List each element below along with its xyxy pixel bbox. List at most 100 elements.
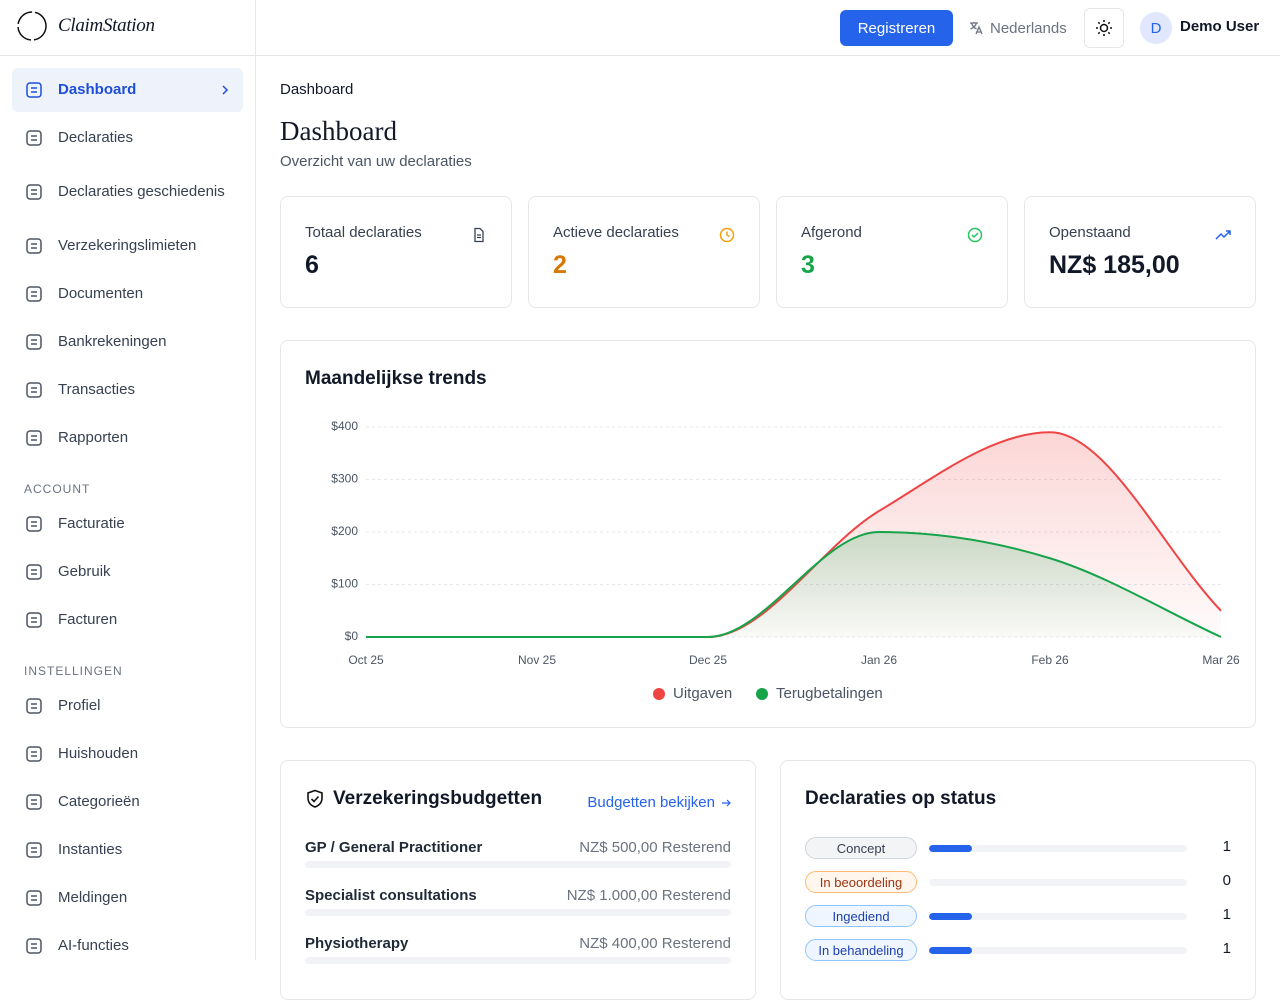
view-budgets-link[interactable]: Budgetten bekijken [587, 794, 731, 811]
nav-label: Transacties [58, 381, 135, 398]
budget-track [305, 957, 731, 964]
nav-item[interactable]: Documenten [12, 272, 243, 316]
nav-item[interactable]: Profiel [12, 684, 243, 728]
icon-shape [26, 698, 42, 714]
nav-icon [26, 890, 42, 906]
status-badge: Ingediend [805, 905, 917, 927]
nav-label: Verzekeringslimieten [58, 237, 197, 254]
nav-label: Rapporten [58, 429, 129, 446]
nav-item[interactable]: Categorieën [12, 780, 243, 824]
y-tick-label: $100 [331, 577, 358, 591]
icon-shape [31, 799, 37, 805]
nav-icon [26, 938, 42, 954]
user-name[interactable]: Demo User [1180, 18, 1260, 35]
document-icon [474, 227, 484, 243]
icon-shape [26, 842, 42, 858]
nav-icon [26, 564, 42, 580]
status-count: 1 [1222, 906, 1231, 923]
nav-item[interactable]: Dashboard [12, 68, 243, 112]
nav-item[interactable]: Meldingen [12, 876, 243, 920]
nav-section-title: ACCOUNT [24, 482, 91, 496]
status-track [929, 845, 1187, 852]
nav-label: Declaraties [58, 129, 134, 146]
nav-label: Profiel [58, 697, 101, 714]
nav-icon [26, 516, 42, 532]
legend-marker[interactable] [653, 688, 665, 700]
chevron-icon [222, 85, 229, 95]
x-tick-label: Oct 25 [348, 653, 384, 667]
budget-amount: NZ$ 500,00 Resterend [579, 839, 731, 856]
nav-item[interactable]: Rapporten [12, 416, 243, 460]
shield-icon [307, 789, 323, 808]
nav-icon [26, 286, 42, 302]
chart-card: Maandelijkse trends $0 $100 $200 $300 $400 Oc… [280, 340, 1256, 728]
legend-label[interactable]: Terugbetalingen [776, 685, 883, 702]
language-switch[interactable]: Nederlands [968, 10, 1067, 46]
status-track [929, 879, 1187, 886]
check-icon [967, 227, 983, 243]
x-tick-label: Nov 25 [518, 653, 556, 667]
line [366, 530, 1222, 638]
nav-item[interactable]: AI-functies [12, 924, 243, 968]
x-tick-label: Dec 25 [689, 653, 727, 667]
nav-item[interactable]: Bankrekeningen [12, 320, 243, 364]
icon-shape [31, 617, 37, 623]
register-button[interactable]: Registreren [840, 10, 953, 46]
stat-value: NZ$ 185,00 [1049, 251, 1180, 279]
icon-shape [26, 612, 42, 628]
nav-section-title: INSTELLINGEN [24, 664, 123, 678]
status-card: Declaraties op status Concept 1 In beoorde… [780, 760, 1256, 1000]
status-row: In behandeling 1 [805, 939, 1231, 961]
stat-value: 2 [553, 251, 567, 279]
theme-toggle[interactable] [1084, 8, 1124, 48]
icon-shape [26, 516, 42, 532]
link-text: Budgetten bekijken [587, 794, 715, 811]
nav-label: Documenten [58, 285, 144, 302]
x-tick-label: Feb 26 [1031, 653, 1069, 667]
nav-label: Facturatie [58, 515, 125, 532]
chart: Maandelijkse trends $0 $100 $200 $300 $400 Oc… [305, 368, 1240, 702]
nav-icon [26, 612, 42, 628]
stat-card: Afgerond 3 [776, 196, 1008, 308]
budget-track [305, 909, 731, 916]
translate-icon [970, 22, 983, 35]
icon-shape [31, 703, 37, 709]
stat-value: 6 [305, 251, 319, 279]
nav-item[interactable]: Facturatie [12, 502, 243, 546]
stat-label: Actieve declaraties [553, 224, 679, 241]
trend-icon [1215, 230, 1231, 240]
nav-item[interactable]: Gebruik [12, 550, 243, 594]
icon-shape [26, 82, 42, 98]
legend-label[interactable]: Uitgaven [673, 685, 732, 702]
icon-shape [31, 87, 37, 93]
legend-marker[interactable] [756, 688, 768, 700]
nav-item[interactable]: Instanties [12, 828, 243, 872]
nav-item[interactable]: Huishouden [12, 732, 243, 776]
y-tick-label: $0 [345, 629, 359, 643]
nav-item[interactable]: Verzekeringslimieten [12, 224, 243, 268]
budget-card: Verzekeringsbudgetten Budgetten bekijken… [280, 760, 756, 1000]
icon-shape [31, 243, 37, 249]
breadcrumb[interactable]: Dashboard [280, 81, 354, 98]
sun-icon [1096, 20, 1112, 36]
budget-row[interactable]: Specialist consultations NZ$ 1.000,00 Re… [305, 887, 731, 927]
budget-row[interactable]: GP / General Practitioner NZ$ 500,00 Res… [305, 839, 731, 879]
icon-shape [26, 382, 42, 398]
status-track [929, 913, 1187, 920]
nav-item[interactable]: Facturen [12, 598, 243, 642]
logo[interactable]: ClaimStation [16, 10, 155, 42]
page-subtitle: Overzicht van uw declaraties [280, 153, 472, 170]
nav-item[interactable]: Declaraties geschiedenis [12, 164, 243, 220]
budget-row[interactable]: Physiotherapy NZ$ 400,00 Resterend [305, 935, 731, 975]
avatar[interactable]: D [1140, 12, 1172, 44]
budget-name: GP / General Practitioner [305, 839, 483, 856]
nav-icon [26, 746, 42, 762]
nav-item[interactable]: Declaraties [12, 116, 243, 160]
card-title: Verzekeringsbudgetten [333, 788, 543, 809]
y-tick-label: $400 [331, 419, 358, 433]
nav-icon [26, 794, 42, 810]
status-track [929, 947, 1187, 954]
nav-item[interactable]: Transacties [12, 368, 243, 412]
icon-shape [31, 569, 37, 575]
